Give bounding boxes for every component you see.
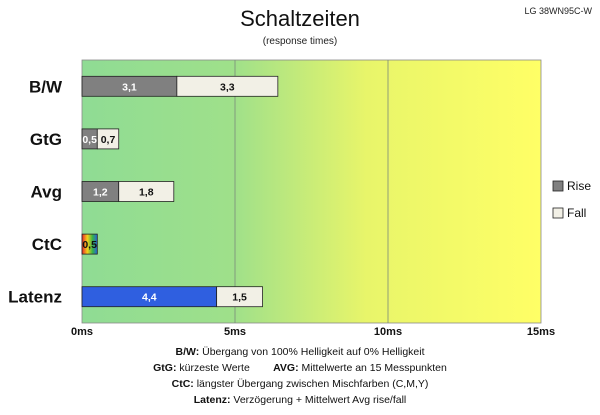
chart-subtitle: (response times): [262, 36, 338, 47]
bar-fall: [81, 233, 98, 255]
monitor-model-label: LG 38WN95C-W: [524, 6, 592, 16]
x-tick-label: 10ms: [374, 326, 402, 338]
chart-title: Schaltzeiten: [240, 6, 360, 31]
bar-fall: [216, 286, 263, 308]
data-label-fall: 3,3: [220, 81, 235, 93]
data-label-fall: 1,8: [139, 187, 154, 199]
note-ctc: CtC: längster Übergang zwischen Mischfar…: [171, 378, 429, 390]
data-label-fall: 0,7: [101, 134, 116, 146]
note-bw: B/W: Übergang von 100% Helligkeit auf 0%…: [175, 346, 425, 358]
note-latenz: Latenz: Verzögerung + Mittelwert Avg ris…: [193, 394, 407, 406]
data-label-rise: 0,5: [82, 134, 97, 146]
chart-svg: 3,1 3,3 0,5 0,7 1,2 1,8 0,5 4,4 1,5 B/W GtG Avg CtC…: [8, 59, 591, 338]
legend-label: Fall: [567, 206, 586, 220]
data-label-rise: 4,4: [142, 292, 157, 304]
data-label-rise: 3,1: [122, 81, 137, 93]
data-label-fall: 0,5: [82, 239, 97, 251]
chart-legend: Rise Fall: [552, 179, 591, 220]
x-tick-label: 5ms: [224, 326, 246, 338]
bar-fall: [118, 181, 175, 202]
legend-label: Rise: [567, 179, 591, 193]
data-label-fall: 1,5: [232, 292, 247, 304]
category-label: Avg: [31, 183, 63, 202]
legend-swatch: [552, 207, 564, 219]
category-label: GtG: [30, 130, 62, 149]
bar-fall: [96, 128, 120, 150]
note-gtg-avg: GtG: kürzeste Werte AVG: Mittelwerte an …: [153, 362, 447, 374]
category-label: CtC: [32, 235, 62, 254]
legend-swatch: [552, 180, 564, 192]
category-label: B/W: [29, 77, 63, 96]
category-label: Latenz: [8, 288, 62, 307]
x-tick-label: 0ms: [71, 326, 93, 338]
footnotes: B/W: Übergang von 100% Helligkeit auf 0%…: [0, 344, 600, 408]
x-tick-label: 15ms: [527, 326, 555, 338]
data-label-rise: 1,2: [93, 187, 108, 199]
bar-fall: [176, 75, 279, 97]
